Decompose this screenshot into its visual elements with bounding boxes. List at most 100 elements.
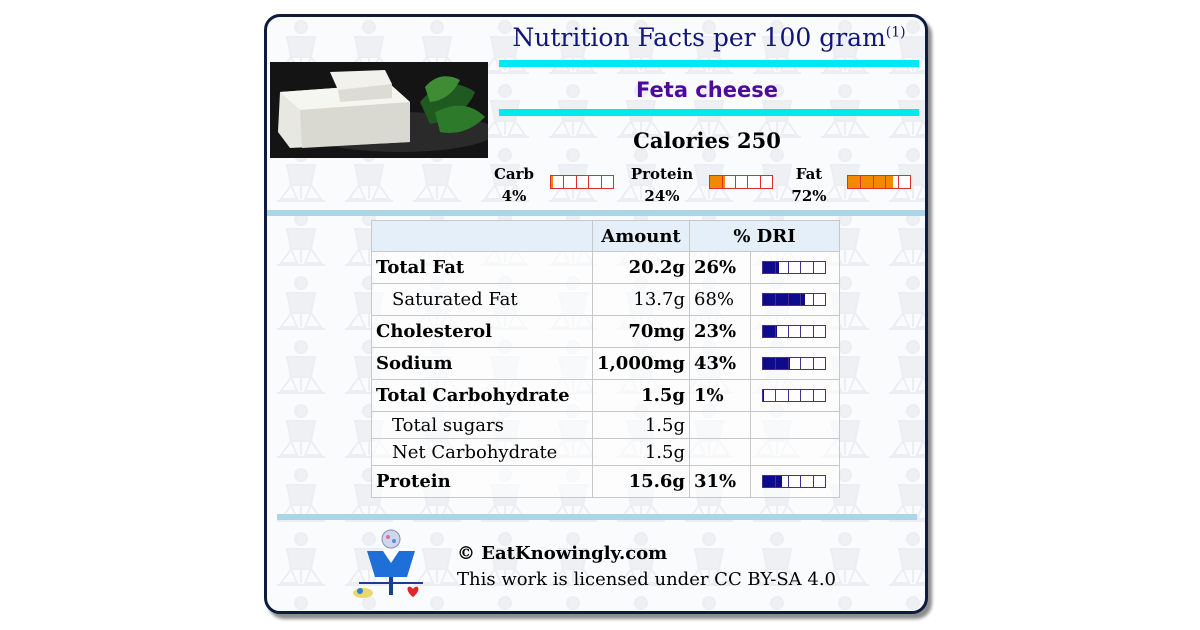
dri-tick — [812, 326, 814, 337]
dri-tick — [800, 262, 802, 273]
nutrient-name: Total Carbohydrate — [371, 379, 593, 412]
license-text[interactable]: This work is licensed under CC BY-SA 4.0 — [457, 569, 837, 590]
dri-tick — [787, 262, 789, 273]
dri-tick — [775, 262, 777, 273]
dri-bar — [762, 357, 826, 370]
nutrient-amount: 1.5g — [592, 379, 690, 412]
nutrient-amount: 1,000mg — [592, 347, 690, 380]
macro-fat-bar — [847, 175, 911, 189]
macro-carb-name: Carb — [493, 165, 535, 183]
nutrient-name: Net Carbohydrate — [371, 438, 593, 466]
macro-tick — [759, 176, 761, 188]
macro-tick — [897, 176, 899, 188]
nutrient-amount: 1.5g — [592, 411, 690, 439]
dri-tick — [800, 358, 802, 369]
card-title: Nutrition Facts per 100 gram(1) — [512, 23, 906, 52]
header-amount: Amount — [592, 220, 690, 252]
separator-bottom — [277, 514, 917, 520]
nutrient-dri: 23% — [689, 315, 751, 348]
macro-tick — [734, 176, 736, 188]
header-dri: % DRI — [689, 220, 840, 252]
table-header-row: Amount % DRI — [371, 220, 840, 252]
dri-tick — [775, 358, 777, 369]
dri-tick — [800, 326, 802, 337]
dri-bar — [762, 325, 826, 338]
nutrient-name: Total sugars — [371, 411, 593, 439]
separator-top — [267, 210, 925, 216]
eatknowingly-logo-icon[interactable] — [345, 527, 435, 605]
macro-tick — [575, 176, 577, 188]
header-nutrient — [371, 220, 593, 252]
table-row: Protein 15.6g 31% — [371, 465, 840, 498]
dri-tick — [800, 476, 802, 487]
nutrient-amount: 70mg — [592, 315, 690, 348]
cyan-rule-bottom — [499, 109, 919, 116]
macro-protein-name: Protein — [630, 165, 694, 183]
nutrient-amount: 15.6g — [592, 465, 690, 498]
macro-tick — [860, 176, 862, 188]
dri-tick — [812, 262, 814, 273]
nutrient-dri: 43% — [689, 347, 751, 380]
macro-protein-bar — [709, 175, 773, 189]
dri-bar — [762, 261, 826, 274]
macro-fat-pct: 72% — [791, 187, 827, 205]
nutrient-dri — [689, 411, 751, 439]
dri-fill — [763, 476, 783, 487]
table-row: Total sugars 1.5g — [371, 411, 840, 439]
macro-tick — [600, 176, 602, 188]
copyright-text[interactable]: © EatKnowingly.com — [457, 543, 668, 564]
macro-tick — [722, 176, 724, 188]
nutrient-table: Amount % DRI Total Fat 20.2g 26% Saturat… — [371, 220, 840, 498]
dri-tick — [775, 390, 777, 401]
nutrient-dri: 26% — [689, 251, 751, 284]
dri-tick — [812, 476, 814, 487]
macro-fat: Fat 72% — [789, 163, 829, 207]
macro-fat-name: Fat — [795, 165, 823, 183]
macro-tick — [872, 176, 874, 188]
dri-fill — [763, 262, 780, 273]
footnote-ref[interactable]: (1) — [885, 24, 906, 41]
dri-tick — [787, 326, 789, 337]
nutrient-amount: 20.2g — [592, 251, 690, 284]
table-row: Total Fat 20.2g 26% — [371, 251, 840, 284]
nutrient-dri: 1% — [689, 379, 751, 412]
dri-tick — [787, 294, 789, 305]
macro-carb: Carb 4% — [489, 163, 539, 207]
macro-fill — [551, 176, 554, 188]
nutrient-amount: 1.5g — [592, 438, 690, 466]
nutrient-dri-bar-cell — [750, 251, 840, 284]
nutrient-dri-bar-cell — [750, 379, 840, 412]
dri-tick — [812, 390, 814, 401]
dri-tick — [787, 358, 789, 369]
nutrient-dri-bar-cell — [750, 283, 840, 316]
dri-bar — [762, 389, 826, 402]
nutrient-name: Total Fat — [371, 251, 593, 284]
macro-protein: Protein 24% — [627, 163, 697, 207]
table-row: Cholesterol 70mg 23% — [371, 315, 840, 348]
nutrient-dri — [689, 438, 751, 466]
dri-tick — [812, 358, 814, 369]
nutrient-dri-bar-cell — [750, 465, 840, 498]
dri-tick — [775, 294, 777, 305]
dri-tick — [775, 476, 777, 487]
dri-tick — [775, 326, 777, 337]
nutrient-amount: 13.7g — [592, 283, 690, 316]
dri-bar — [762, 293, 826, 306]
dri-tick — [812, 294, 814, 305]
macro-fill — [710, 176, 725, 188]
nutrient-dri-bar-cell — [750, 438, 840, 466]
dri-tick — [787, 390, 789, 401]
dri-tick — [800, 390, 802, 401]
dri-fill — [763, 294, 806, 305]
food-name: Feta cheese — [636, 78, 778, 102]
feta-cheese-photo — [270, 62, 488, 158]
macro-tick — [588, 176, 590, 188]
nutrient-dri: 68% — [689, 283, 751, 316]
table-row: Sodium 1,000mg 43% — [371, 347, 840, 380]
macro-protein-pct: 24% — [644, 187, 680, 205]
nutrient-name: Protein — [371, 465, 593, 498]
dri-fill — [763, 390, 764, 401]
macro-tick — [885, 176, 887, 188]
nutrient-dri-bar-cell — [750, 347, 840, 380]
dri-bar — [762, 475, 826, 488]
